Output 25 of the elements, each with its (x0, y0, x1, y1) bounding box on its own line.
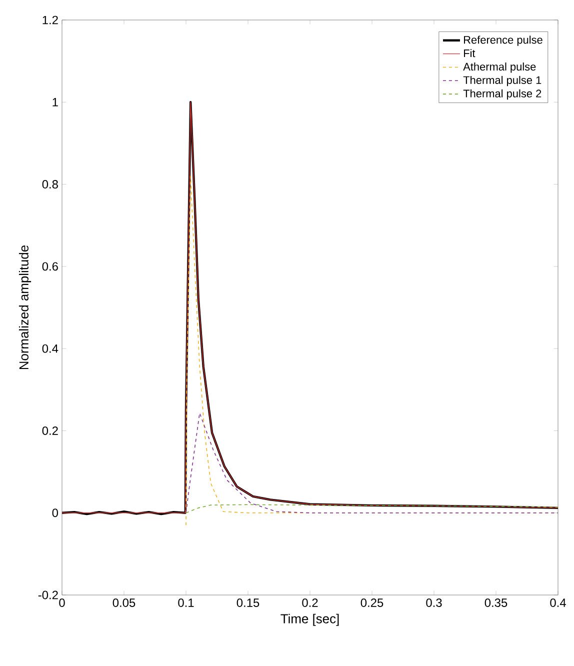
legend-label: Thermal pulse 1 (463, 76, 542, 86)
x-tick-label: 0.3 (426, 598, 442, 607)
y-tick-label: 1 (52, 98, 58, 106)
x-axis-title: Time [sec] (280, 614, 339, 626)
y-tick-label: -0.2 (38, 590, 58, 600)
y-tick-label: 0.8 (42, 180, 58, 189)
x-tick-label: 0 (59, 598, 65, 607)
y-axis-title: Normalized amplitude (18, 245, 32, 370)
y-tick-label: 1.2 (42, 16, 58, 24)
line-series (186, 504, 558, 514)
x-tick-label: 0.15 (236, 598, 260, 607)
y-tick-label: 0.2 (42, 426, 58, 435)
legend-label: Fit (464, 49, 476, 58)
legend-label: Thermal pulse 2 (463, 89, 542, 100)
x-tick-label: 0.25 (360, 598, 384, 607)
x-tick-label: 0.05 (112, 598, 136, 607)
x-tick-label: 0.35 (484, 598, 508, 607)
y-tick-label: 0 (52, 508, 58, 518)
y-tick-label: 0.6 (42, 262, 58, 271)
x-tick-label: 0.4 (550, 598, 566, 607)
x-tick-label: 0.1 (178, 598, 194, 607)
legend-label: Athermal pulse (463, 62, 536, 73)
legend-label: Reference pulse (464, 36, 542, 46)
y-tick-label: 0.4 (42, 344, 58, 353)
x-tick-label: 0.2 (302, 598, 318, 607)
